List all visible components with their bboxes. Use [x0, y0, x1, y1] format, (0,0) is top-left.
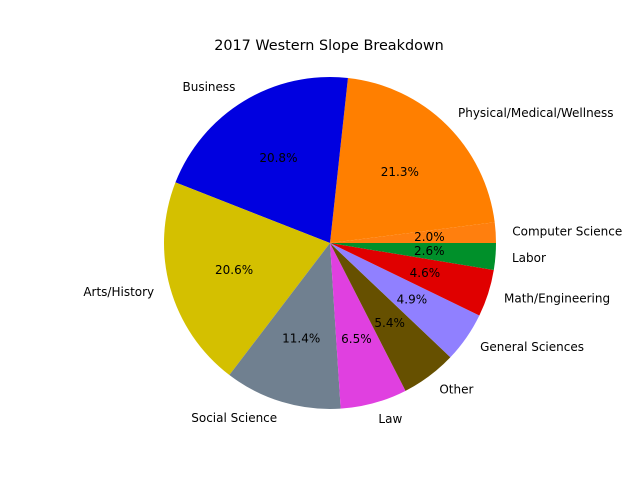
- slice-percent-label: 4.6%: [410, 266, 441, 280]
- slice-category-label: Other: [439, 382, 473, 396]
- pie-slice: [330, 243, 480, 358]
- pie-slice: [175, 77, 348, 244]
- pie-slice: [330, 222, 496, 243]
- slice-percent-label: 4.9%: [397, 293, 428, 307]
- slice-category-label: Labor: [512, 251, 546, 265]
- slice-category-label: Computer Science: [512, 225, 622, 239]
- pie-slice: [330, 243, 494, 316]
- slice-category-label: Social Science: [191, 411, 277, 425]
- slice-category-label: Arts/History: [83, 285, 154, 299]
- slice-labels: Computer Science Physical/Medical/Wellnes…: [83, 80, 622, 426]
- slice-category-label: General Sciences: [480, 340, 584, 354]
- pie-slice: [229, 243, 341, 409]
- slice-percent-label: 20.8%: [259, 151, 297, 165]
- slice-percent-label: 11.4%: [282, 331, 320, 345]
- pie-slice: [330, 243, 451, 391]
- pie-slices: [164, 77, 496, 409]
- pie-slice: [164, 182, 330, 376]
- slice-percent-label: 2.0%: [414, 230, 445, 244]
- slice-category-label: Physical/Medical/Wellness: [458, 106, 614, 120]
- slice-category-label: Business: [182, 80, 235, 94]
- slice-percent-label: 20.6%: [215, 263, 253, 277]
- slice-category-label: Law: [378, 412, 402, 426]
- pie-slice: [330, 77, 495, 243]
- slice-category-label: Math/Engineering: [504, 291, 610, 305]
- slice-percent-label: 21.3%: [381, 165, 419, 179]
- slice-percent-label: 5.4%: [374, 316, 405, 330]
- percent-labels: 2.0% 21.3% 20.8% 20.6% 11.4% 6.5%5.4% 4.9% 4.6%…: [215, 151, 445, 346]
- pie-slice: [330, 243, 496, 270]
- pie-slice: [330, 243, 406, 409]
- chart-title: 2017 Western Slope Breakdown: [214, 38, 444, 54]
- slice-percent-label: 2.6%: [414, 244, 445, 258]
- slice-percent-label: 6.5%: [341, 332, 372, 346]
